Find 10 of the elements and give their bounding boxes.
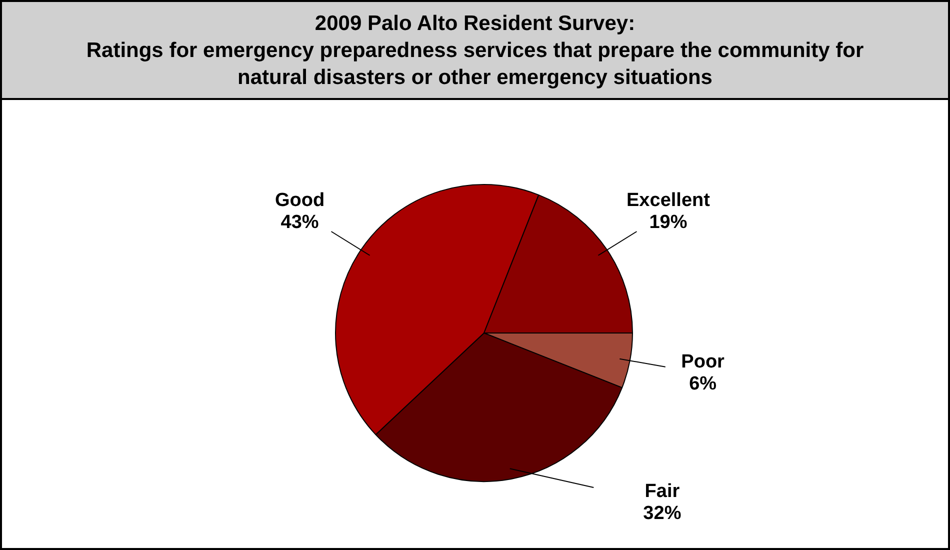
data-label: 6%	[689, 374, 717, 395]
slice-label: Poor	[681, 352, 726, 373]
chart-subtitle: Ratings for emergency preparedness services that prepare the community for natural disasters or other emergency situations	[85, 38, 865, 90]
slice-label: Good	[274, 190, 325, 212]
data-label: 43%	[280, 212, 319, 234]
slice-label: Excellent	[626, 190, 711, 212]
data-label: 19%	[649, 212, 688, 234]
data-label: 32%	[643, 503, 682, 524]
slice-label: Fair	[644, 481, 680, 502]
chart-title: 2009 Palo Alto Resident Survey:	[314, 10, 636, 36]
